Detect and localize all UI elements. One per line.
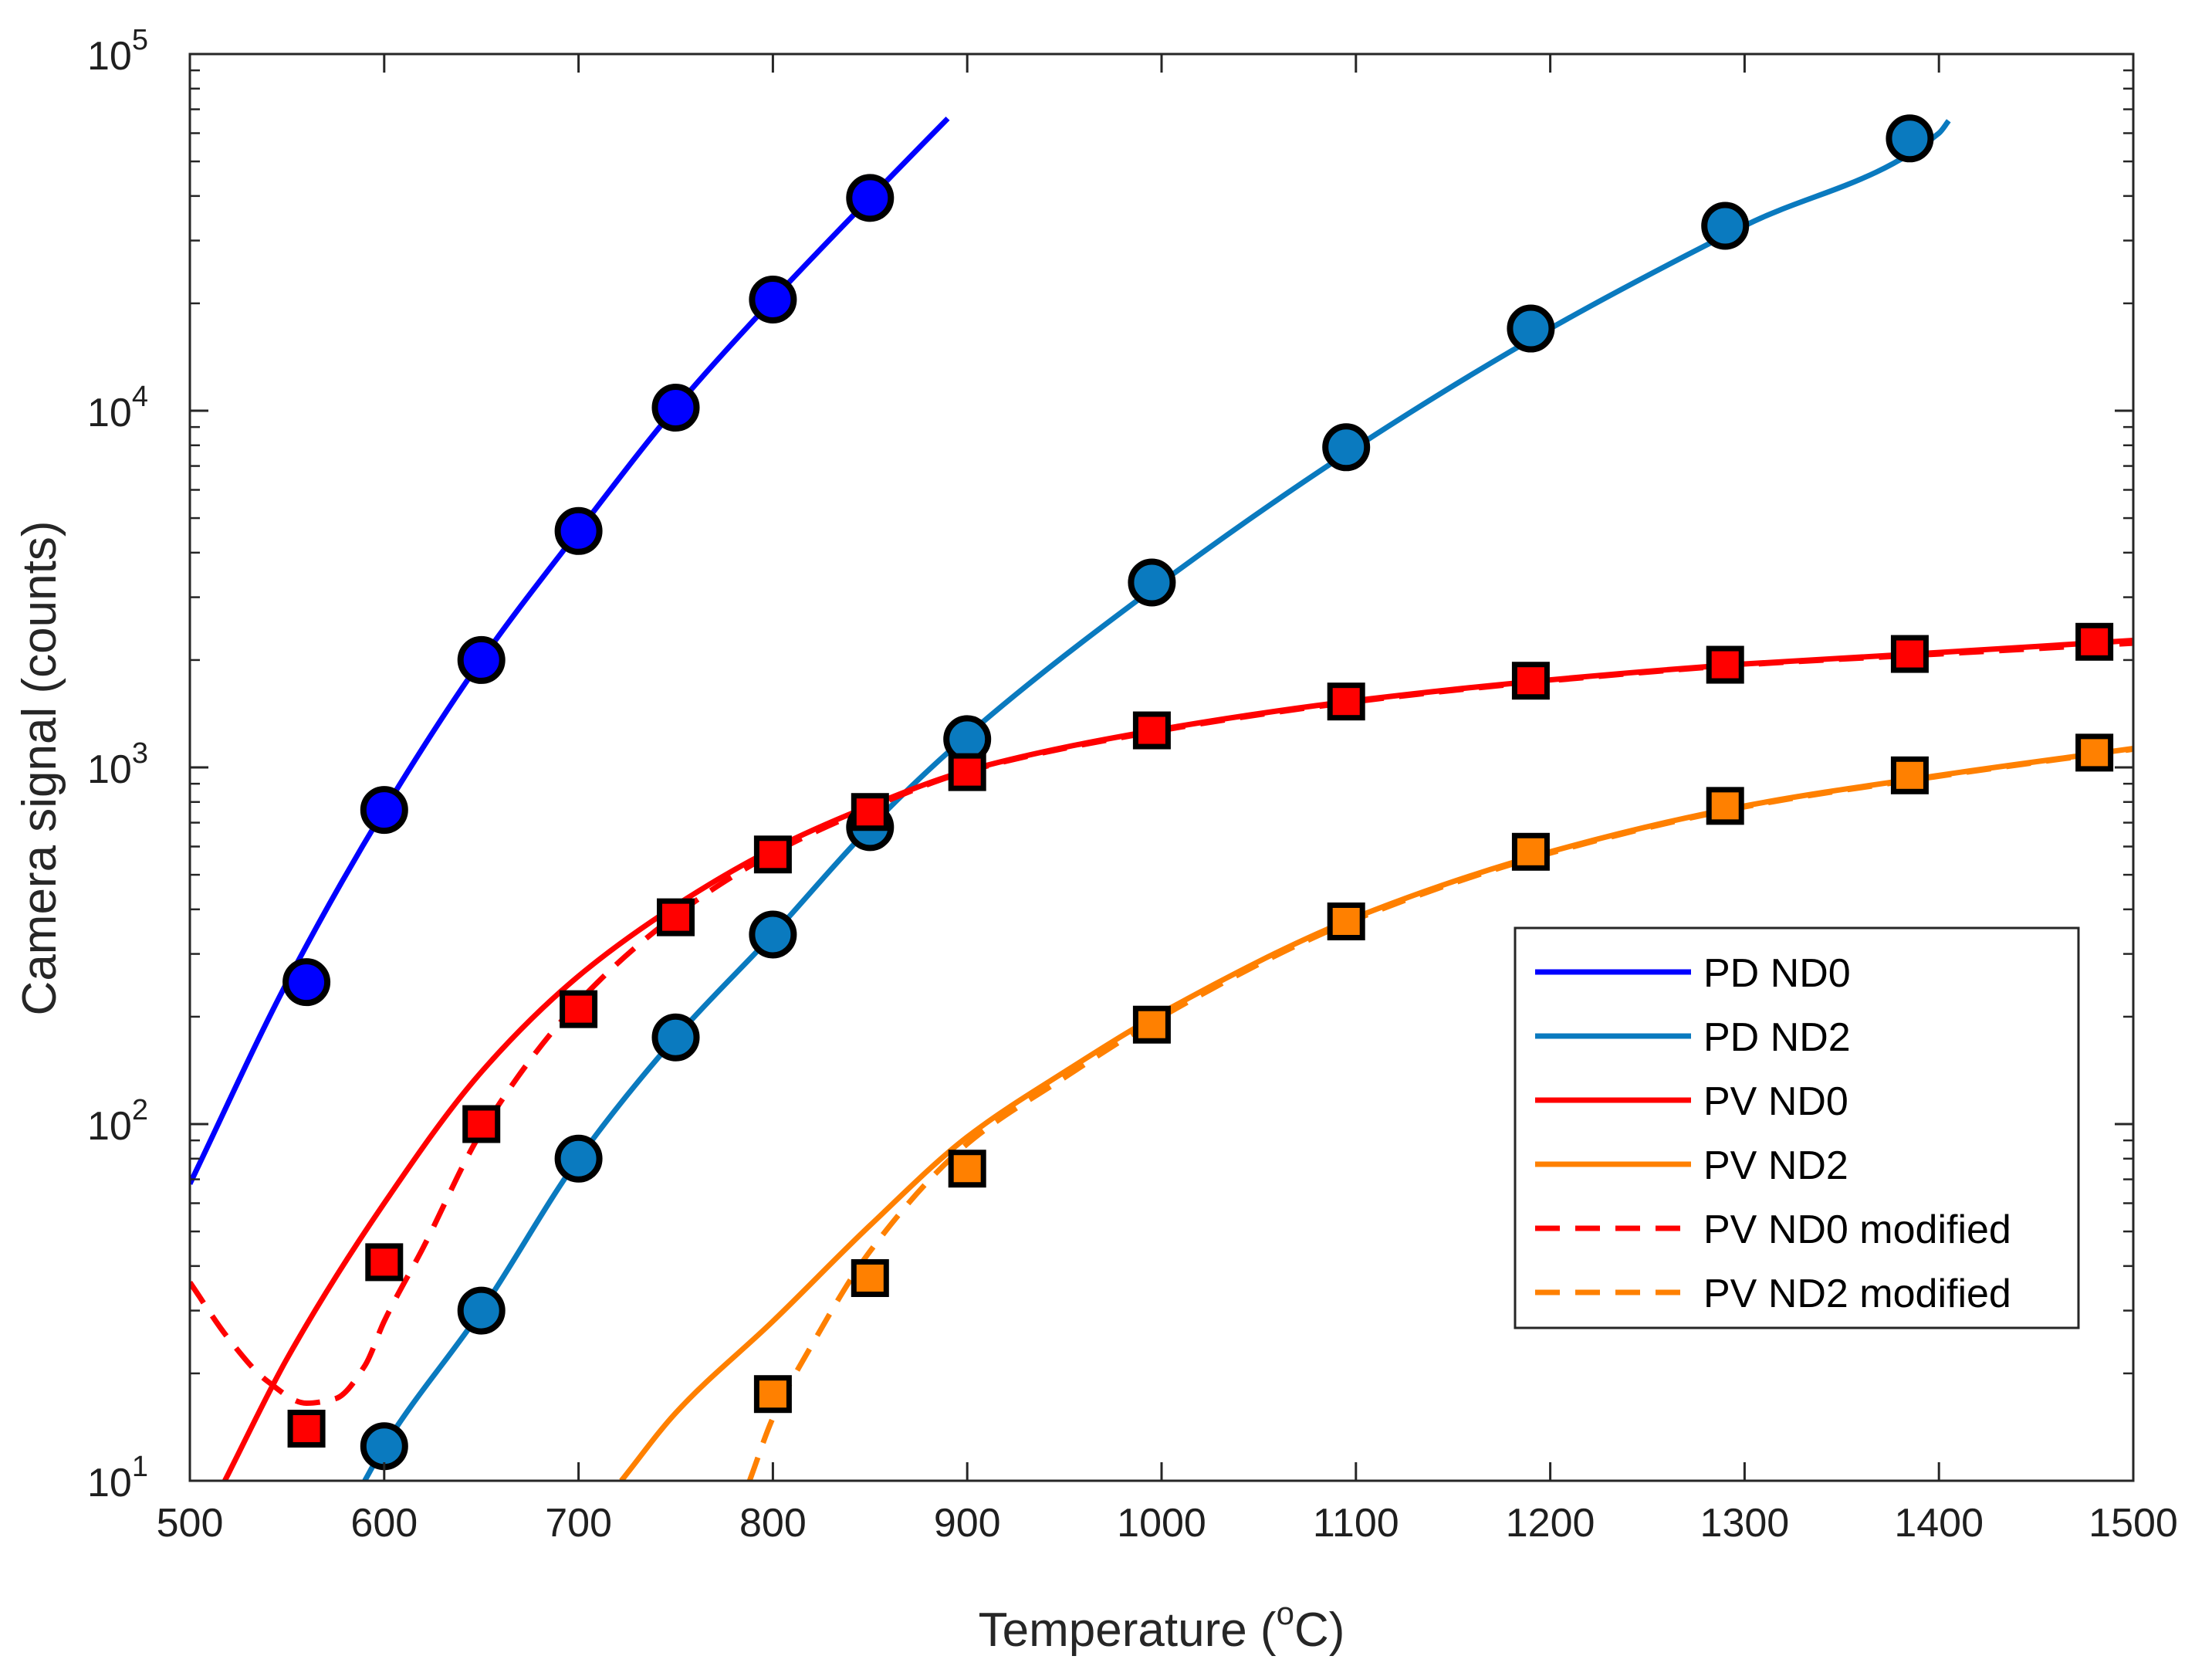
data-point-pv-nd0-modified (1890, 635, 1929, 673)
x-tick-label: 800 (739, 1501, 807, 1546)
data-point-pv-nd0-modified (753, 835, 792, 874)
data-point-pv-nd2-modified (1511, 832, 1550, 871)
data-point-pd-nd2 (1322, 423, 1371, 472)
x-tick-label: 1400 (1894, 1501, 1984, 1546)
legend-label-pv-nd2-modified: PV ND2 modified (1703, 1272, 2011, 1316)
data-point-pv-nd0-modified (657, 898, 695, 936)
data-point-pd-nd0 (749, 275, 797, 323)
x-tick-label: 500 (157, 1501, 224, 1546)
legend-label-pd-nd0: PD ND0 (1703, 951, 1851, 996)
series-curves (190, 116, 2133, 1481)
data-point-pv-nd0-modified (287, 1409, 326, 1448)
legend-box (1514, 926, 2080, 1329)
y-tick-label: 105 (87, 24, 148, 79)
data-point-pv-nd2-modified (1890, 756, 1929, 794)
y-axis-ticks: 101 102 103 104 105 (87, 24, 2133, 1505)
x-tick-label: 1000 (1117, 1501, 1206, 1546)
data-point-pv-nd2-modified (1327, 902, 1365, 940)
data-point-pd-nd2 (1128, 558, 1176, 607)
data-point-pv-nd0-modified (1327, 682, 1365, 721)
data-point-pv-nd2-modified (2075, 733, 2114, 772)
data-point-pd-nd2 (1701, 202, 1750, 250)
legend-label-pd-nd2: PD ND2 (1703, 1015, 1851, 1060)
legend-label-pv-nd0: PV ND0 (1703, 1079, 1848, 1124)
x-tick-label: 600 (350, 1501, 418, 1546)
data-point-pd-nd2 (457, 1286, 506, 1335)
x-tick-label: 1500 (2089, 1501, 2178, 1546)
data-point-pv-nd0-modified (365, 1243, 404, 1282)
y-axis-title: Camera signal (counts) (13, 521, 66, 1016)
data-point-pv-nd0-modified (1132, 711, 1171, 750)
data-point-pd-nd0 (554, 506, 603, 555)
y-tick-label: 104 (87, 381, 148, 435)
data-point-pv-nd2-modified (1132, 1005, 1171, 1044)
data-point-pd-nd2 (360, 1422, 408, 1471)
data-point-pv-nd2-modified (1706, 787, 1744, 825)
data-point-pv-nd0-modified (948, 753, 986, 791)
data-point-pv-nd0-modified (560, 990, 598, 1028)
y-tick-label: 102 (87, 1094, 148, 1149)
x-axis-ticks: 500 600 700 800 900 1000 1100 1200 1300 1400 1500 (157, 54, 2178, 1546)
data-point-pv-nd2-modified (948, 1150, 986, 1188)
data-point-pd-nd2 (554, 1134, 603, 1183)
data-point-pd-nd0 (846, 174, 895, 222)
data-point-pv-nd0-modified (851, 793, 889, 831)
data-point-pd-nd2 (1886, 114, 1934, 163)
x-tick-label: 1200 (1506, 1501, 1595, 1546)
plot-area (190, 114, 2133, 1481)
x-axis-title: Temperature (oC) (979, 1595, 1345, 1657)
legend: PD ND0 PD ND2 PV ND0 PV ND2 PV ND0 modified P… (1514, 926, 2080, 1329)
x-tick-label: 900 (934, 1501, 1001, 1546)
y-tick-label: 103 (87, 737, 148, 792)
data-point-pd-nd2 (1507, 304, 1555, 353)
data-point-pd-nd2 (651, 1013, 700, 1062)
data-point-pv-nd0-modified (1511, 662, 1550, 700)
data-point-pd-nd0 (457, 635, 506, 684)
x-tick-label: 1300 (1700, 1501, 1790, 1546)
data-point-pv-nd0-modified (2075, 622, 2114, 661)
legend-label-pv-nd0-modified: PV ND0 modified (1703, 1207, 2011, 1252)
data-point-pv-nd0-modified (462, 1105, 501, 1143)
legend-label-pv-nd2: PV ND2 (1703, 1143, 1848, 1188)
series-markers (282, 114, 2114, 1471)
data-point-pd-nd2 (749, 910, 797, 959)
data-point-pd-nd0 (282, 958, 331, 1007)
y-tick-label: 101 (87, 1451, 148, 1505)
data-point-pv-nd0-modified (1706, 645, 1744, 684)
data-point-pd-nd0 (651, 384, 700, 432)
series-line-pv-nd2-modified (746, 746, 2133, 1481)
x-tick-label: 1100 (1313, 1501, 1399, 1546)
series-line-pv-nd0-modified (190, 640, 2133, 1407)
axes: 500 600 700 800 900 1000 1100 1200 1300 1400 1500 … (87, 24, 2178, 1546)
data-point-pv-nd2-modified (851, 1258, 889, 1297)
data-point-pd-nd0 (360, 786, 408, 835)
data-point-pv-nd2-modified (753, 1375, 792, 1414)
x-tick-label: 700 (545, 1501, 612, 1546)
